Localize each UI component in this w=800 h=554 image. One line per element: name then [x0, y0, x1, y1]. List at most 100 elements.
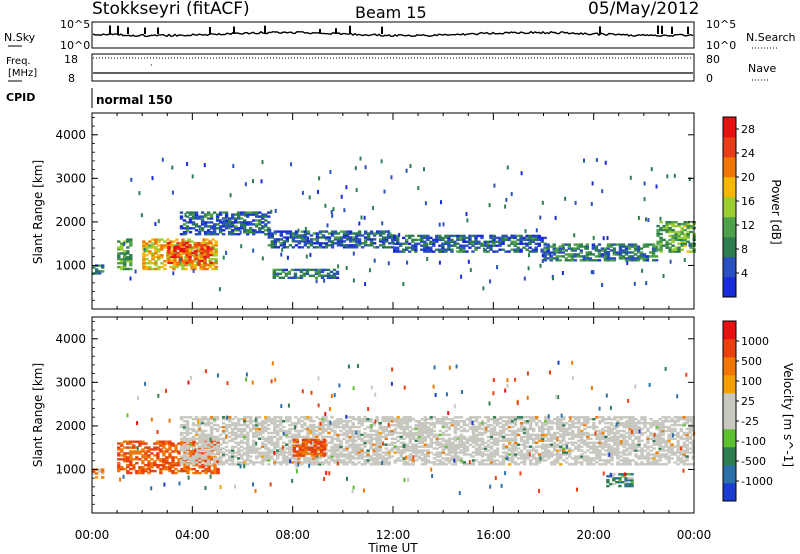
heatmap-cell [504, 236, 508, 240]
heatmap-cell [282, 453, 286, 456]
heatmap-cell [249, 459, 253, 462]
heatmap-cell [385, 238, 389, 241]
heatmap-cell [309, 420, 313, 423]
heatmap-cell [206, 255, 210, 258]
scatter-cell [337, 264, 340, 269]
heatmap-cell [272, 276, 276, 279]
heatmap-cell [426, 461, 430, 464]
heatmap-cell [117, 448, 121, 451]
heatmap-cell [402, 461, 406, 464]
heatmap-cell [342, 433, 346, 437]
heatmap-cell [375, 230, 380, 233]
heatmap-cell [634, 429, 638, 433]
heatmap-cell [129, 440, 133, 443]
heatmap-cell [182, 449, 187, 452]
heatmap-cell [342, 461, 346, 464]
scatter-cell [490, 239, 493, 244]
heatmap-cell [197, 263, 201, 266]
heatmap-cell [655, 423, 659, 427]
heatmap-cell [414, 427, 418, 431]
heatmap-cell [631, 439, 635, 442]
heatmap-cell [207, 456, 211, 459]
heatmap-cell [246, 453, 250, 456]
heatmap-cell [399, 455, 403, 458]
heatmap-cell [393, 429, 397, 433]
heatmap-cell [174, 471, 178, 475]
heatmap-cell [402, 437, 406, 440]
heatmap-cell [655, 420, 659, 423]
heatmap-cell [200, 257, 204, 260]
heatmap-cell [567, 259, 571, 262]
heatmap-cell [252, 431, 256, 435]
heatmap-cell [489, 459, 494, 462]
heatmap-cell [275, 272, 279, 275]
heatmap-cell [447, 425, 452, 429]
heatmap-cell [574, 441, 578, 444]
heatmap-cell [531, 236, 535, 240]
heatmap-cell [541, 425, 545, 429]
heatmap-cell [652, 463, 656, 466]
heatmap-cell [237, 221, 241, 224]
heatmap-cell [408, 449, 412, 452]
heatmap-cell [673, 423, 677, 427]
heatmap-cell [565, 441, 569, 444]
heatmap-cell [555, 249, 559, 252]
heatmap-cell [432, 425, 436, 429]
heatmap-cell [447, 445, 452, 448]
heatmap-cell [544, 455, 548, 458]
heatmap-cell [396, 234, 400, 238]
heatmap-cell [182, 231, 187, 234]
heatmap-cell [224, 225, 229, 228]
heatmap-cell [154, 248, 158, 251]
heatmap-cell [317, 274, 322, 277]
heatmap-cell [546, 245, 550, 248]
heatmap-cell [179, 431, 184, 435]
heatmap-cell [197, 259, 201, 262]
scatter-cell [329, 169, 332, 174]
heatmap-cell [303, 236, 308, 239]
heatmap-cell [369, 435, 373, 439]
heatmap-cell [396, 449, 400, 452]
heatmap-cell [273, 431, 277, 435]
heatmap-cell [492, 244, 496, 247]
heatmap-cell [258, 461, 262, 464]
heatmap-cell [369, 230, 374, 233]
heatmap-cell [200, 431, 205, 435]
heatmap-cell [194, 253, 198, 257]
heatmap-cell [120, 467, 124, 471]
heatmap-cell [369, 459, 373, 462]
heatmap-cell [471, 240, 475, 243]
heatmap-cell [532, 420, 536, 423]
heatmap-cell [98, 468, 102, 471]
heatmap-cell [480, 431, 485, 435]
heatmap-cell [601, 427, 605, 431]
heatmap-cell [176, 255, 180, 258]
heatmap-cell [525, 429, 530, 433]
heatmap-cell [477, 451, 482, 454]
heatmap-cell [186, 467, 190, 471]
heatmap-cell [169, 240, 173, 243]
heatmap-cell [221, 225, 226, 228]
heatmap-cell [579, 255, 583, 258]
scatter-cell [345, 265, 348, 270]
heatmap-cell [642, 243, 647, 246]
heatmap-cell [339, 420, 343, 423]
heatmap-cell [405, 457, 409, 460]
heatmap-cell [194, 241, 198, 245]
heatmap-cell [315, 457, 319, 460]
heatmap-cell [375, 439, 379, 442]
heatmap-cell [676, 443, 680, 446]
heatmap-cell [609, 245, 614, 248]
heatmap-cell [206, 245, 210, 249]
heatmap-cell [486, 429, 491, 433]
heatmap-cell [206, 445, 211, 448]
heatmap-cell [312, 427, 316, 431]
heatmap-cell [363, 463, 367, 466]
heatmap-cell [649, 422, 653, 425]
heatmap-cell [525, 420, 530, 423]
heatmap-cell [258, 422, 262, 425]
heatmap-cell [462, 427, 467, 431]
heatmap-cell [659, 250, 663, 253]
heatmap-cell [649, 445, 653, 448]
